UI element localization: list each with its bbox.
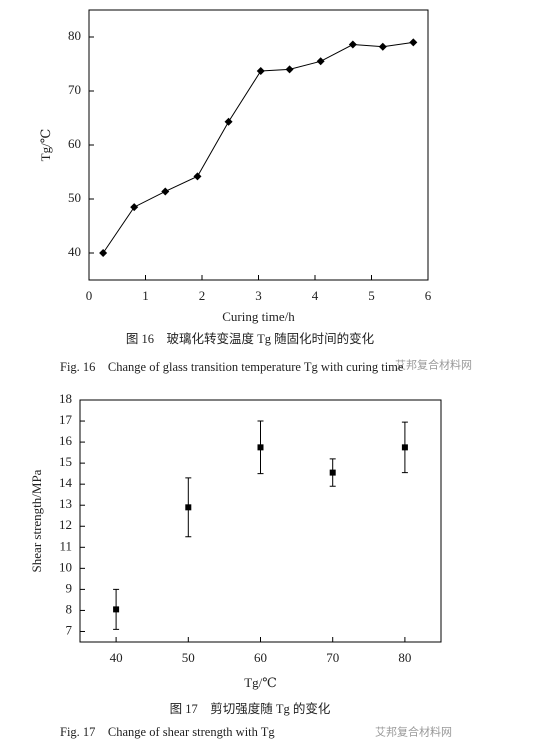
y-tick-label: 80	[68, 28, 81, 43]
data-point	[378, 42, 387, 51]
data-point	[348, 40, 357, 49]
x-tick-label: 5	[368, 288, 375, 303]
data-point	[257, 444, 264, 451]
data-point	[316, 57, 325, 66]
data-point	[285, 65, 294, 74]
y-tick-label: 14	[59, 475, 73, 490]
y-tick-label: 40	[68, 244, 81, 259]
y-tick-label: 11	[59, 538, 72, 553]
caption-cn: 图 16 玻璃化转变温度 Tg 随固化时间的变化	[126, 331, 375, 346]
data-point	[193, 172, 202, 181]
y-tick-label: 16	[59, 433, 73, 448]
x-tick-label: 0	[86, 288, 93, 303]
data-point	[113, 606, 120, 613]
watermark: 艾邦复合材料网	[395, 358, 472, 372]
data-point	[99, 249, 108, 257]
y-axis-label: Tg/℃	[38, 129, 53, 162]
y-tick-label: 18	[59, 391, 72, 406]
y-tick-label: 17	[59, 412, 73, 427]
data-point	[409, 38, 418, 47]
watermark: 艾邦复合材料网	[375, 725, 452, 739]
data-point	[256, 67, 265, 76]
x-tick-label: 2	[199, 288, 206, 303]
y-tick-label: 7	[66, 622, 73, 637]
x-tick-label: 6	[425, 288, 432, 303]
x-tick-label: 3	[255, 288, 262, 303]
y-tick-label: 70	[68, 82, 81, 97]
x-tick-label: 60	[254, 650, 267, 665]
y-tick-label: 9	[66, 580, 73, 595]
x-tick-label: 70	[326, 650, 339, 665]
y-tick-label: 50	[68, 190, 81, 205]
y-tick-label: 8	[66, 601, 73, 616]
data-point	[185, 504, 192, 511]
x-axis-label: Curing time/h	[222, 309, 295, 324]
x-tick-label: 1	[142, 288, 149, 303]
y-tick-label: 12	[59, 517, 72, 532]
plot-frame	[88, 9, 429, 281]
x-tick-label: 80	[398, 650, 411, 665]
data-point	[161, 187, 170, 196]
x-tick-label: 4	[312, 288, 319, 303]
y-tick-label: 60	[68, 136, 81, 151]
y-axis-label: Shear strength/MPa	[29, 469, 44, 572]
y-tick-label: 10	[59, 559, 72, 574]
y-tick-label: 13	[59, 496, 72, 511]
caption-en: Fig. 16 Change of glass transition tempe…	[60, 360, 404, 374]
caption-cn: 图 17 剪切强度随 Tg 的变化	[170, 701, 331, 716]
x-tick-label: 40	[110, 650, 123, 665]
data-point	[329, 469, 336, 476]
data-line	[102, 41, 414, 254]
data-point	[401, 444, 408, 451]
x-axis-label: Tg/℃	[244, 675, 277, 690]
data-point	[130, 203, 139, 212]
y-tick-label: 15	[59, 454, 72, 469]
caption-en: Fig. 17 Change of shear strength with Tg	[60, 725, 275, 739]
data-point	[224, 117, 233, 126]
x-tick-label: 50	[182, 650, 195, 665]
